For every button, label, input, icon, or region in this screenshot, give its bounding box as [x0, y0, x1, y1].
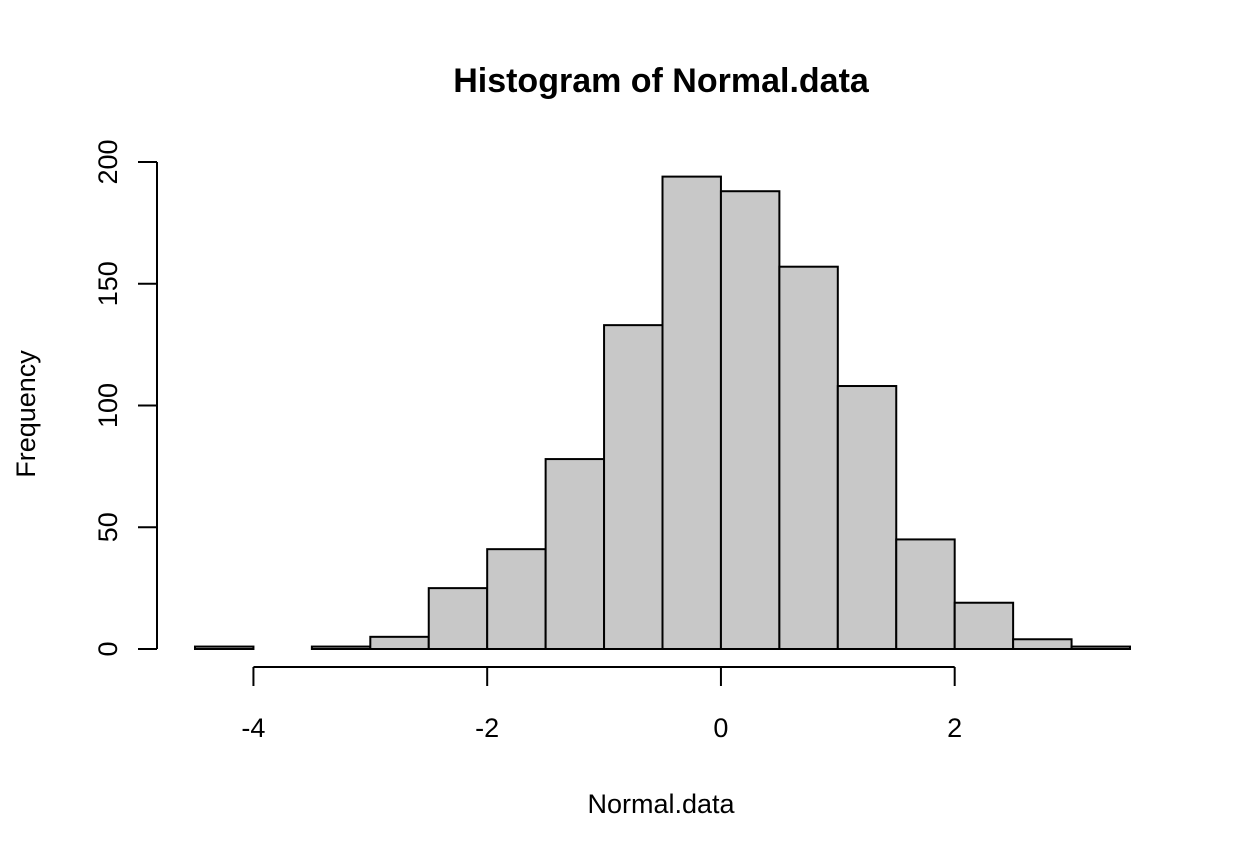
histogram-bar [1012, 638, 1073, 651]
y-axis: 0 50 100 150 200 [93, 139, 158, 657]
histogram-bar [953, 601, 1015, 650]
y-tick-label: 50 [93, 512, 123, 542]
y-tick-label: 150 [93, 261, 123, 306]
chart-title: Histogram of Normal.data [453, 62, 870, 100]
x-tick-label: -2 [475, 713, 499, 743]
y-axis-label: Frequency [11, 350, 41, 478]
x-tick-label: 0 [713, 713, 728, 743]
histogram-bar [719, 190, 781, 650]
histogram-bar [603, 324, 664, 650]
histogram-bar [369, 635, 430, 651]
histogram-bar [836, 385, 898, 650]
histogram-bar [778, 265, 839, 650]
y-tick-label: 100 [93, 383, 123, 428]
x-tick-label: -4 [241, 713, 265, 743]
y-tick-label: 0 [93, 641, 123, 656]
histogram-bar [1070, 645, 1131, 651]
bars-group [194, 175, 1131, 651]
histogram-bar [544, 458, 606, 650]
histogram-bar [310, 645, 372, 651]
histogram-bar [661, 175, 722, 651]
histogram-bar [194, 645, 255, 651]
histogram-bar [427, 587, 489, 650]
histogram-bar [486, 548, 547, 650]
x-axis-label: Normal.data [587, 789, 735, 819]
x-axis: -4 -2 0 2 [241, 666, 962, 743]
x-tick-label: 2 [947, 713, 962, 743]
y-tick-label: 200 [93, 139, 123, 184]
histogram-bar [895, 538, 956, 650]
